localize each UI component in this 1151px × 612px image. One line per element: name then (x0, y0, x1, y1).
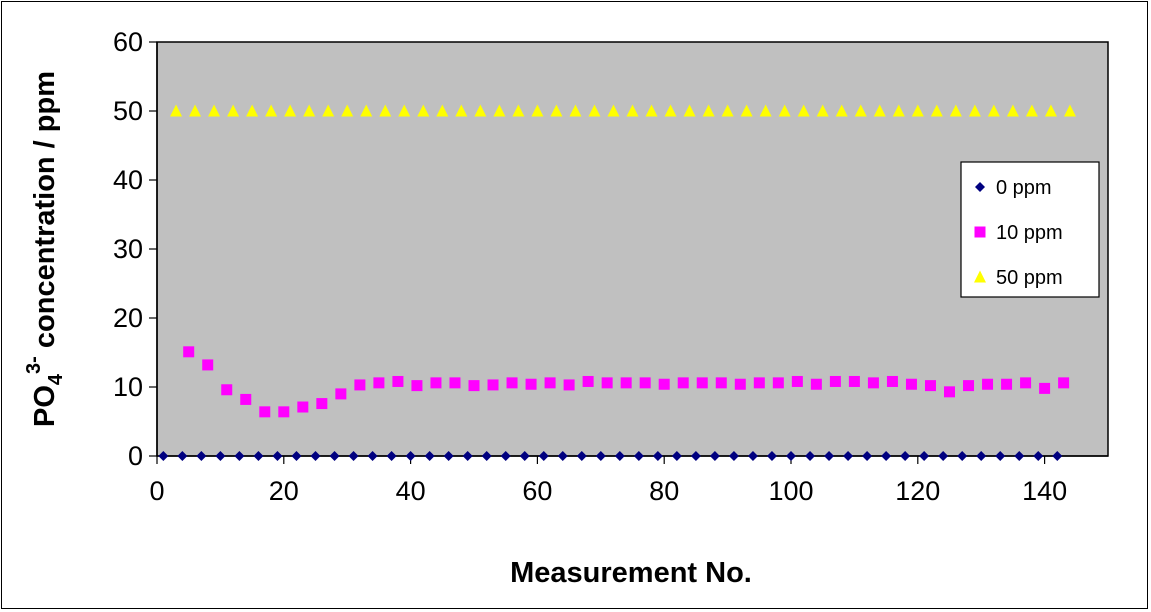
data-point (754, 377, 765, 388)
data-point (621, 377, 632, 388)
data-point (735, 379, 746, 390)
data-point (1058, 377, 1069, 388)
data-point (411, 380, 422, 391)
legend-label: 0 ppm (996, 177, 1052, 199)
y-axis: 0 10 20 30 40 50 60 (113, 27, 157, 471)
x-axis: 0 20 40 60 80 100 120 140 (149, 456, 1108, 506)
y-axis-title: PO43- concentration / ppm (23, 71, 67, 427)
y-tick-label: 20 (113, 303, 143, 333)
data-point (849, 376, 860, 387)
x-tick-label: 20 (269, 476, 299, 506)
y-tick-label: 60 (113, 27, 143, 57)
data-point (526, 379, 537, 390)
legend-marker (975, 227, 986, 238)
data-point (944, 386, 955, 397)
data-point (811, 379, 822, 390)
x-tick-label: 120 (895, 476, 940, 506)
x-tick-label: 0 (149, 476, 164, 506)
data-point (1020, 377, 1031, 388)
data-point (183, 346, 194, 357)
y-tick-label: 40 (113, 165, 143, 195)
legend-label: 10 ppm (996, 222, 1063, 244)
y-axis-title-rest: concentration / ppm (29, 71, 61, 356)
data-point (659, 379, 670, 390)
data-point (430, 377, 441, 388)
x-axis-title: Measurement No. (510, 557, 752, 589)
data-point (963, 380, 974, 391)
y-tick-label: 50 (113, 96, 143, 126)
data-point (278, 406, 289, 417)
x-tick-label: 100 (768, 476, 813, 506)
x-tick-label: 60 (522, 476, 552, 506)
data-point (906, 379, 917, 390)
data-point (773, 377, 784, 388)
x-tick-label: 140 (1022, 476, 1067, 506)
data-point (1001, 379, 1012, 390)
data-point (697, 377, 708, 388)
data-point (202, 359, 213, 370)
y-tick-label: 0 (128, 441, 143, 471)
data-point (354, 379, 365, 390)
data-point (221, 384, 232, 395)
data-point (259, 406, 270, 417)
data-point (507, 377, 518, 388)
data-point (830, 376, 841, 387)
y-tick-label: 30 (113, 234, 143, 264)
legend: 0 ppm 10 ppm 50 ppm (961, 162, 1099, 297)
data-point (982, 379, 993, 390)
data-point (887, 376, 898, 387)
x-tick-label: 80 (649, 476, 679, 506)
y-axis-title-superscript: 3- (23, 356, 45, 374)
data-point (868, 377, 879, 388)
data-point (925, 380, 936, 391)
data-point (373, 377, 384, 388)
data-point (449, 377, 460, 388)
y-tick-label: 10 (113, 372, 143, 402)
data-point (392, 376, 403, 387)
data-point (716, 377, 727, 388)
data-point (602, 377, 613, 388)
data-point (1039, 383, 1050, 394)
data-point (583, 376, 594, 387)
data-point (545, 377, 556, 388)
data-point (488, 379, 499, 390)
data-point (678, 377, 689, 388)
data-point (564, 379, 575, 390)
y-axis-title-base: PO (29, 385, 61, 427)
data-point (469, 380, 480, 391)
data-point (240, 394, 251, 405)
y-axis-title-subscript: 4 (45, 373, 67, 385)
data-point (316, 398, 327, 409)
data-point (297, 402, 308, 413)
x-tick-label: 40 (396, 476, 426, 506)
data-point (335, 388, 346, 399)
legend-label: 50 ppm (996, 267, 1063, 289)
data-point (792, 376, 803, 387)
data-point (640, 377, 651, 388)
